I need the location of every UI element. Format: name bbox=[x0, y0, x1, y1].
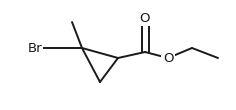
Text: Br: Br bbox=[27, 41, 42, 54]
Text: O: O bbox=[140, 12, 150, 25]
Text: O: O bbox=[163, 51, 173, 64]
